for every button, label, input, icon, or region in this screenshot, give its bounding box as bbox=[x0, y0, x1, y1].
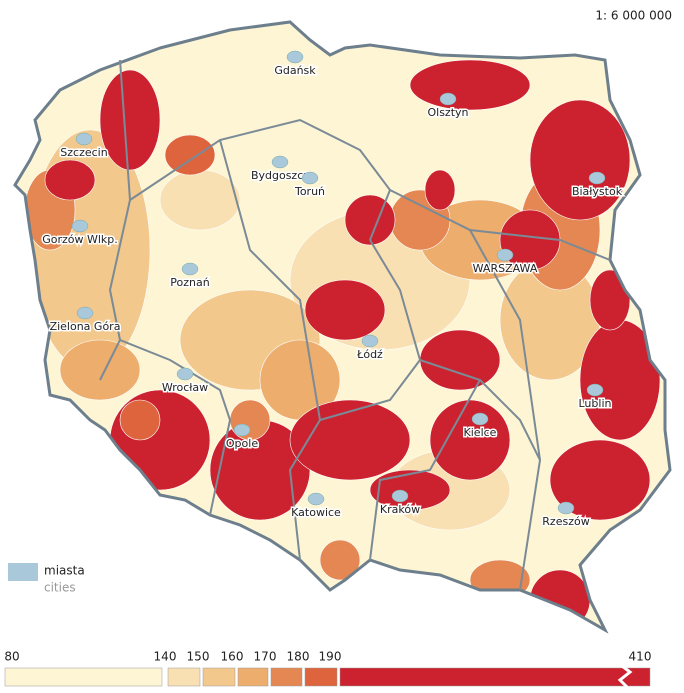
region-fill bbox=[59, 339, 141, 401]
legend-swatch bbox=[237, 667, 269, 687]
region-fill bbox=[529, 99, 631, 221]
map-scale: 1: 6 000 000 bbox=[595, 9, 672, 23]
region-fill bbox=[419, 329, 501, 391]
city-label: Rzeszów bbox=[542, 515, 589, 528]
legend-swatch bbox=[4, 667, 163, 687]
city-area bbox=[181, 262, 199, 276]
city-area bbox=[307, 492, 325, 506]
region-fill bbox=[424, 169, 456, 211]
city-label: Gorzów Wlkp. bbox=[42, 233, 118, 246]
legend-swatch bbox=[304, 667, 338, 687]
city-label: Gdańsk bbox=[274, 64, 316, 77]
region-fill bbox=[549, 439, 651, 521]
region-fill bbox=[99, 69, 161, 171]
city-label: Kraków bbox=[380, 503, 420, 516]
legend-break bbox=[617, 664, 633, 690]
region-borders bbox=[99, 59, 611, 591]
city-area bbox=[233, 423, 251, 437]
legend-swatch bbox=[339, 667, 651, 687]
region-fill bbox=[429, 399, 511, 481]
legend-label: 150 bbox=[187, 650, 210, 664]
city-area bbox=[496, 248, 514, 262]
region-fill bbox=[109, 389, 211, 491]
city-area bbox=[176, 367, 194, 381]
city-area bbox=[286, 50, 304, 64]
city-area bbox=[471, 412, 489, 426]
city-label: Zielona Góra bbox=[50, 320, 121, 333]
legend-label: 140 bbox=[154, 650, 177, 664]
city-label: Białystok bbox=[572, 185, 623, 198]
city-label: Poznań bbox=[170, 276, 209, 289]
city-label: Kielce bbox=[464, 426, 497, 439]
city-area bbox=[586, 383, 604, 397]
region-fill bbox=[119, 399, 161, 441]
region-fill bbox=[409, 59, 531, 111]
city-label: Lublin bbox=[579, 397, 612, 410]
legend-swatch bbox=[270, 667, 303, 687]
city-area bbox=[588, 171, 606, 185]
legend-swatch bbox=[167, 667, 201, 687]
city-label: Bydgoszcz bbox=[251, 169, 309, 182]
legend-swatch bbox=[202, 667, 236, 687]
legend-label: 190 bbox=[319, 650, 342, 664]
region-fill bbox=[304, 279, 386, 341]
city-area bbox=[71, 219, 89, 233]
city-area bbox=[271, 155, 289, 169]
color-legend: 80 140 150 160 170 180 190 410 bbox=[4, 650, 652, 690]
city-legend-swatch bbox=[8, 563, 38, 581]
legend-label: 170 bbox=[254, 650, 277, 664]
region-fill bbox=[529, 569, 591, 630]
city-label: Katowice bbox=[291, 506, 341, 519]
city-area bbox=[557, 501, 575, 515]
city-label: Olsztyn bbox=[427, 106, 468, 119]
city-legend-label-en: cities bbox=[44, 581, 76, 595]
region-fill bbox=[369, 469, 451, 511]
region-fill bbox=[164, 134, 216, 176]
city-legend-label: miasta bbox=[44, 564, 85, 578]
legend-label: 80 bbox=[4, 650, 19, 664]
legend-label: 160 bbox=[221, 650, 244, 664]
city-label: WARSZAWA bbox=[473, 262, 538, 275]
city-label: Opole bbox=[226, 437, 258, 450]
city-label: Toruń bbox=[294, 185, 325, 198]
city-label: Wrocław bbox=[162, 381, 208, 394]
region-fill bbox=[319, 539, 361, 581]
city-area bbox=[391, 489, 409, 503]
legend-label: 180 bbox=[287, 650, 310, 664]
city-area bbox=[439, 92, 457, 106]
city-area bbox=[361, 334, 379, 348]
region-fill bbox=[579, 319, 661, 441]
region-fill bbox=[44, 159, 96, 201]
city-area bbox=[76, 306, 94, 320]
city-area bbox=[301, 171, 319, 185]
city-label: Łódź bbox=[356, 348, 383, 361]
city-label: Szczecin bbox=[60, 146, 107, 159]
legend-label: 410 bbox=[629, 650, 652, 664]
region-fill bbox=[159, 169, 241, 231]
region-fill bbox=[589, 269, 631, 331]
city-area bbox=[75, 132, 93, 146]
